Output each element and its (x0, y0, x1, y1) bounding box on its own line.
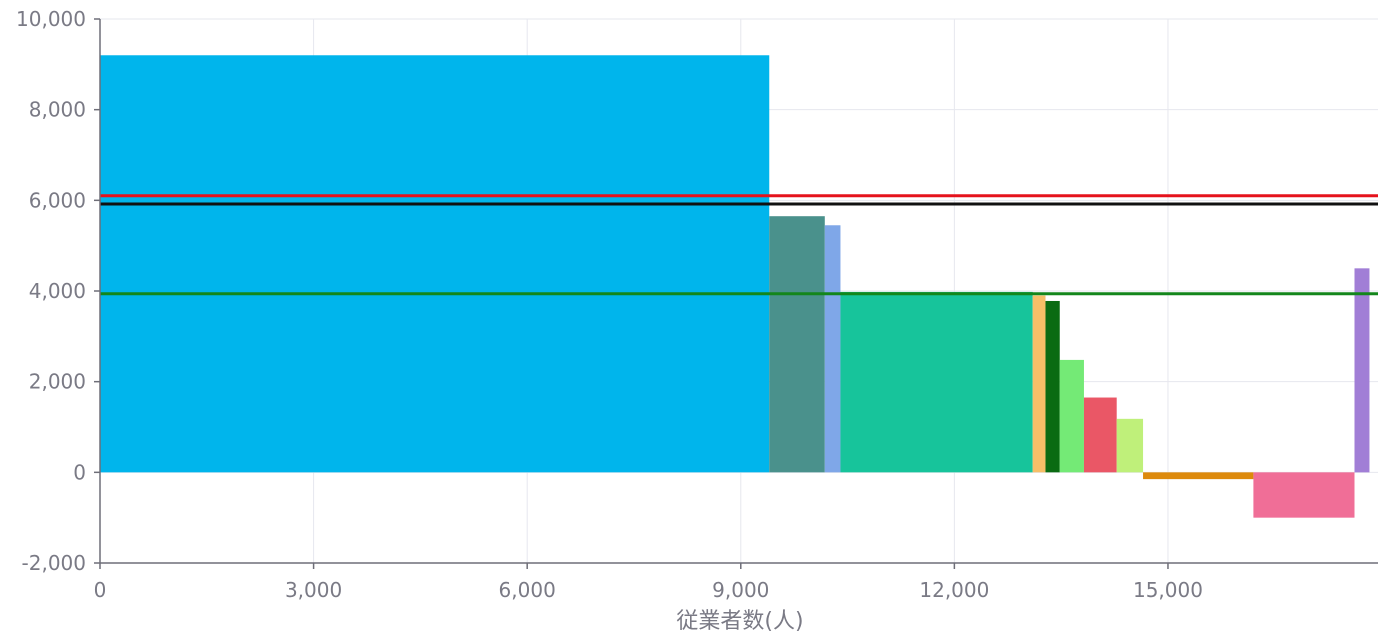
bar-1 (100, 55, 770, 473)
x-tick-label: 3,000 (285, 578, 342, 602)
bar-7 (1059, 359, 1084, 473)
axes (94, 18, 1378, 569)
bar-10 (1143, 472, 1254, 480)
y-tick-label: 0 (73, 460, 86, 484)
bar-4 (840, 291, 1033, 473)
bar-12 (1354, 268, 1370, 473)
y-tick-label: 10,000 (16, 7, 86, 31)
bars (100, 55, 1370, 518)
bar-8 (1083, 397, 1117, 473)
y-tick-label: -2,000 (22, 551, 86, 575)
y-tick-label: 8,000 (29, 98, 86, 122)
y-tick-label: 4,000 (29, 279, 86, 303)
bar-11 (1253, 472, 1355, 518)
x-tick-label: 15,000 (1133, 578, 1203, 602)
y-tick-label: 6,000 (29, 188, 86, 212)
bar-3 (824, 225, 841, 473)
y-tick-label: 2,000 (29, 370, 86, 394)
bar-5 (1032, 295, 1046, 473)
bar-9 (1116, 418, 1144, 473)
reference-lines (100, 194, 1378, 296)
bar-6 (1045, 300, 1060, 473)
bar-2 (769, 216, 825, 473)
x-tick-label: 0 (94, 578, 107, 602)
x-axis-title: 従業者数(人) (676, 609, 803, 634)
tick-labels: -2,000 0 2,000 4,000 6,000 8,000 10,000 0 3,000 6… (16, 7, 1203, 602)
x-tick-label: 12,000 (919, 578, 989, 602)
x-tick-label: 6,000 (499, 578, 556, 602)
x-tick-label: 9,000 (712, 578, 769, 602)
